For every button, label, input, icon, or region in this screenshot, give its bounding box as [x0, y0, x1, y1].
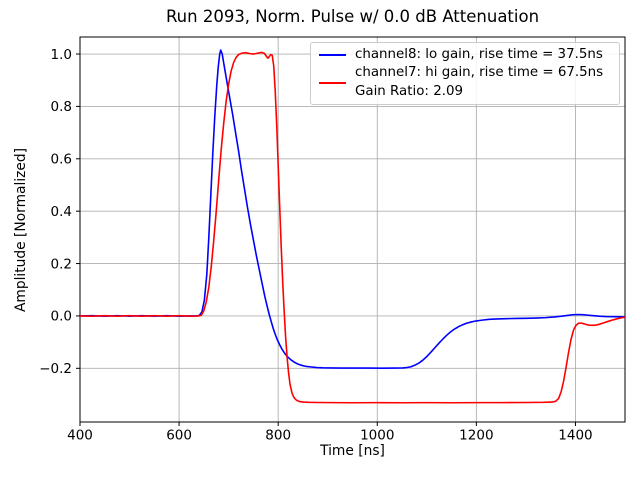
- legend: channel8: lo gain, rise time = 37.5ns ch…: [310, 42, 620, 105]
- axes-spines: [79, 36, 626, 423]
- legend-line-sample-blue: [319, 54, 346, 56]
- legend-label-channel8: channel8: lo gain, rise time = 37.5ns: [355, 46, 603, 62]
- legend-line-sample-red: [319, 81, 346, 84]
- x-tick-label: 400: [67, 428, 93, 444]
- y-tick-label: 1.0: [51, 47, 72, 63]
- x-tick-label: 1000: [360, 428, 394, 444]
- x-tick-label: 1400: [558, 428, 592, 444]
- x-axis-label: Time [ns]: [320, 443, 385, 459]
- x-tick-label: 1200: [459, 428, 493, 444]
- series-line-channel7: [80, 51, 625, 404]
- legend-label-channel7: channel7: hi gain, rise time = 67.5ns: [355, 65, 604, 81]
- legend-entry-channel8: channel8: lo gain, rise time = 37.5ns: [319, 46, 611, 65]
- y-tick-label: 0.8: [51, 99, 72, 115]
- legend-label-gain-ratio: Gain Ratio: 2.09: [355, 83, 464, 99]
- y-tick-label: 0.4: [51, 204, 72, 220]
- y-tick-label: 0.0: [51, 309, 72, 325]
- y-tick-label: 0.2: [51, 256, 72, 272]
- legend-entry-channel7: channel7: hi gain, rise time = 67.5ns Ga…: [319, 64, 611, 101]
- x-tick-label: 800: [265, 428, 291, 444]
- y-tick-label: −0.2: [39, 361, 72, 377]
- y-tick-label: 0.6: [51, 152, 72, 168]
- chart-title: Run 2093, Norm. Pulse w/ 0.0 dB Attenuat…: [165, 7, 540, 26]
- y-axis-label: Amplitude [Normalized]: [13, 147, 29, 313]
- x-tick-label: 600: [166, 428, 192, 444]
- series-line-channel8: [80, 49, 625, 369]
